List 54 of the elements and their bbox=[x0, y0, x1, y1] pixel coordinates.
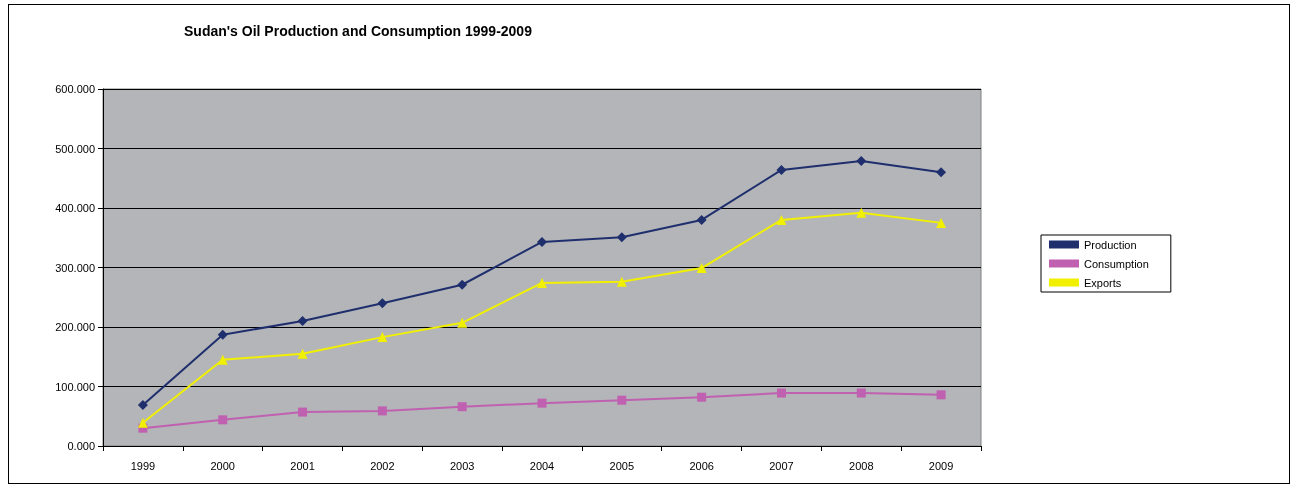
point bbox=[377, 406, 387, 416]
point bbox=[696, 214, 707, 225]
x-tick-label: 1999 bbox=[130, 459, 156, 472]
point bbox=[936, 167, 947, 178]
y-tick-label: 600.000 bbox=[55, 83, 95, 95]
x-tick-label: 2008 bbox=[849, 459, 874, 472]
x-tick-label: 2006 bbox=[689, 459, 714, 472]
point bbox=[297, 316, 308, 327]
point bbox=[537, 277, 547, 288]
point bbox=[616, 276, 627, 287]
point bbox=[298, 407, 308, 417]
y-tick-label: 100.000 bbox=[55, 380, 95, 393]
point bbox=[218, 415, 228, 425]
point bbox=[537, 236, 547, 247]
y-tick-label: 500.000 bbox=[55, 142, 95, 155]
legend-label: Consumption bbox=[1084, 257, 1149, 270]
point bbox=[936, 217, 947, 228]
x-tick-label: 2001 bbox=[290, 459, 315, 472]
x-tick-label: 2002 bbox=[370, 459, 395, 472]
point bbox=[377, 332, 388, 343]
point bbox=[457, 402, 467, 412]
point bbox=[856, 388, 866, 398]
y-tick-label: 0.000 bbox=[67, 440, 95, 452]
point bbox=[617, 395, 627, 405]
point bbox=[696, 263, 707, 274]
point bbox=[537, 398, 547, 408]
point bbox=[776, 164, 787, 175]
point bbox=[856, 207, 867, 218]
x-tick-label: 2004 bbox=[529, 459, 555, 472]
chart-title: Sudan's Oil Production and Consumption 1999-2009 bbox=[184, 23, 533, 39]
point bbox=[137, 399, 148, 410]
point bbox=[697, 392, 707, 402]
y-tick-label: 400.000 bbox=[55, 202, 95, 214]
legend-label: Exports bbox=[1084, 276, 1122, 289]
point bbox=[776, 388, 786, 398]
point bbox=[457, 279, 468, 290]
x-tick-label: 2003 bbox=[449, 459, 475, 472]
x-tick-label: 2009 bbox=[928, 459, 954, 472]
point bbox=[217, 329, 228, 340]
x-tick-label: 2005 bbox=[609, 459, 635, 472]
point bbox=[616, 232, 627, 243]
y-tick-label: 200.000 bbox=[55, 321, 95, 333]
point bbox=[377, 298, 388, 309]
point bbox=[137, 417, 148, 428]
y-tick-label: 300.000 bbox=[55, 261, 95, 274]
point bbox=[776, 214, 787, 225]
legend-label: Production bbox=[1084, 238, 1137, 251]
point bbox=[457, 317, 468, 328]
x-tick-label: 2007 bbox=[769, 459, 794, 472]
point bbox=[936, 390, 946, 400]
point bbox=[856, 155, 867, 166]
point bbox=[217, 354, 228, 365]
point bbox=[297, 348, 308, 359]
x-tick-label: 2000 bbox=[210, 459, 235, 472]
